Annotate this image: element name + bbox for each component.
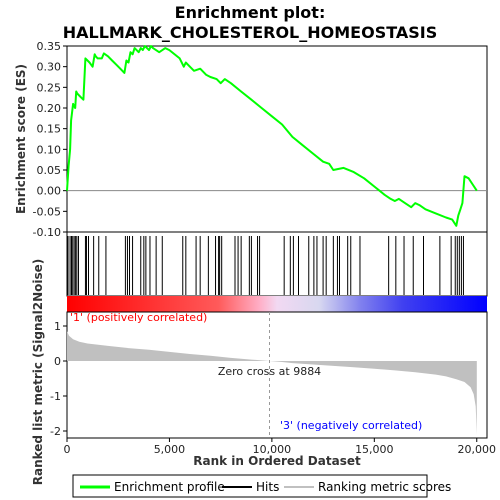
hits-layer (67, 236, 464, 295)
es-y-tick-label: 0.30 (37, 61, 62, 74)
rank-x-tick-label: 5,000 (154, 443, 186, 456)
es-y-tick-label: 0.15 (37, 123, 62, 136)
zero-cross-label: Zero cross at 9884 (218, 365, 321, 378)
rank-x-label: Rank in Ordered Dataset (193, 454, 361, 468)
negative-correlated-label: '3' (negatively correlated) (280, 419, 422, 432)
ranking-metric-area (67, 331, 477, 435)
es-y-tick-label: 0.00 (37, 185, 62, 198)
rank-y-tick-label: 1 (54, 320, 61, 333)
legend: Enrichment profile Hits Ranking metric s… (72, 474, 451, 498)
es-y-label: Enrichment score (ES) (14, 64, 28, 214)
legend-hits-label: Hits (256, 480, 279, 494)
es-y-tick-label: -0.05 (33, 205, 61, 218)
es-panel-frame (66, 45, 488, 233)
chart-title-line2: HALLMARK_CHOLESTEROL_HOMEOSTASIS (63, 23, 438, 42)
es-y-axis: 0.35 0.30 0.25 0.20 0.15 0.10 0.05 0.00 -0.05 -0.… (33, 40, 67, 239)
enrichment-profile-line (66, 45, 478, 227)
rank-x-tick-label: 20,000 (458, 443, 497, 456)
chart-title-line1: Enrichment plot: (175, 3, 326, 22)
es-y-tick-label: -0.10 (33, 226, 61, 239)
rank-x-tick-label: 0 (64, 443, 71, 456)
es-y-tick-label: 0.05 (37, 164, 62, 177)
legend-ranking-label: Ranking metric scores (318, 480, 451, 494)
rank-x-axis: 0 5,000 10,000 15,000 20,000 (64, 438, 497, 456)
rank-x-tick-label: 10,000 (253, 443, 292, 456)
rank-y-tick-label: -2 (50, 425, 61, 438)
positive-correlated-label: '1' (positively correlated) (70, 311, 207, 324)
rank-y-tick-label: 0 (54, 355, 61, 368)
legend-enrichment-label: Enrichment profile (114, 480, 225, 494)
rank-y-label: Ranked list metric (Signal2Noise) (31, 259, 45, 486)
es-y-tick-label: 0.35 (37, 40, 62, 53)
rank-color-bar (67, 296, 487, 312)
ranking-metric-layer (67, 312, 477, 438)
es-y-tick-label: 0.10 (37, 143, 62, 156)
hits-panel-frame (66, 231, 488, 297)
es-y-tick-label: 0.25 (37, 81, 62, 94)
rank-y-tick-label: -1 (50, 390, 61, 403)
rank-x-tick-label: 15,000 (355, 443, 394, 456)
rank-y-axis: 1 0 -1 -2 (50, 320, 67, 438)
enrichment-profile-layer (66, 45, 478, 227)
rank-panel-frame (66, 311, 488, 439)
es-y-tick-label: 0.20 (37, 102, 62, 115)
